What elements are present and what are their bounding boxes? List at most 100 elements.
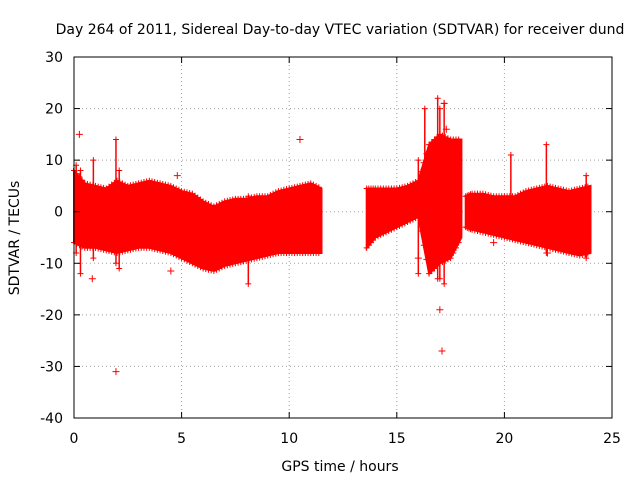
data-point-marker	[514, 191, 521, 198]
data-point-marker	[116, 265, 123, 272]
data-point-marker	[175, 186, 182, 193]
data-point-marker	[442, 257, 449, 264]
data-point-marker	[149, 178, 156, 185]
data-point-marker	[576, 185, 583, 192]
data-point-outlier	[296, 136, 304, 144]
x-tick-label: 25	[603, 431, 621, 447]
data-point-marker	[582, 184, 589, 191]
data-point-marker	[520, 239, 527, 246]
data-point-marker	[270, 251, 277, 258]
data-point-marker	[512, 193, 519, 200]
data-point-marker	[132, 180, 139, 187]
data-point-marker	[157, 247, 164, 254]
data-point-marker	[165, 249, 172, 256]
data-point-marker	[127, 246, 134, 253]
data-point-marker	[251, 193, 258, 200]
data-point-marker	[444, 256, 451, 263]
data-point-marker	[146, 177, 153, 184]
data-point-marker	[533, 185, 540, 192]
data-point-outlier	[442, 125, 450, 133]
data-point-marker	[415, 157, 422, 164]
data-point-marker	[173, 185, 180, 192]
data-point-marker	[444, 135, 451, 142]
data-point-marker	[245, 193, 252, 200]
data-point-marker	[100, 184, 107, 191]
data-point-outlier	[440, 99, 448, 107]
data-point-marker	[237, 258, 244, 265]
data-point-outlier	[112, 368, 120, 376]
data-point-marker	[256, 254, 263, 261]
data-point-marker	[275, 188, 282, 195]
data-point-marker	[181, 256, 188, 263]
data-point-marker	[525, 240, 532, 247]
data-point-marker	[159, 180, 166, 187]
data-point-marker	[218, 199, 225, 206]
data-point-marker	[380, 230, 387, 237]
data-point-marker	[557, 248, 564, 255]
x-tick-label: 5	[177, 431, 186, 447]
data-point-marker	[119, 180, 126, 187]
data-point-marker	[528, 186, 535, 193]
data-point-marker	[192, 261, 199, 268]
data-point-marker	[504, 235, 511, 242]
plot-area	[71, 95, 592, 376]
data-point-marker	[404, 219, 411, 226]
data-point-marker	[124, 247, 131, 254]
data-point-marker	[95, 245, 102, 252]
data-point-marker	[108, 248, 115, 255]
data-point-marker	[315, 184, 322, 191]
data-point-marker	[135, 180, 142, 187]
data-point-marker	[291, 184, 298, 191]
data-point-marker	[385, 228, 392, 235]
data-point-marker	[420, 242, 427, 249]
data-point-marker	[431, 136, 438, 143]
y-tick-label: 20	[45, 102, 63, 118]
data-point-outlier	[167, 267, 175, 275]
data-point-marker	[97, 184, 104, 191]
data-point-marker	[401, 220, 408, 227]
data-point-marker	[560, 248, 567, 255]
plot-frame	[73, 56, 613, 419]
y-tick-label: 10	[45, 153, 63, 169]
data-point-marker	[536, 242, 543, 249]
data-point-marker	[90, 255, 97, 262]
data-point-marker	[119, 248, 126, 255]
data-point-marker	[393, 224, 400, 231]
data-point-marker	[216, 200, 223, 207]
data-point-marker	[474, 228, 481, 235]
data-point-marker	[583, 255, 590, 262]
data-point-marker	[151, 246, 158, 253]
data-point-marker	[455, 136, 462, 143]
data-point-outlier	[414, 254, 422, 262]
data-point-marker	[149, 245, 156, 252]
data-point-outlier	[490, 239, 498, 247]
data-point-marker	[536, 184, 543, 191]
data-point-marker	[517, 238, 524, 245]
data-point-marker	[571, 251, 578, 258]
data-point-marker	[112, 260, 119, 267]
data-point-marker	[399, 184, 406, 191]
data-point-marker	[84, 180, 91, 187]
data-point-marker	[396, 184, 403, 191]
data-point-marker	[272, 189, 279, 196]
data-point-marker	[186, 258, 193, 265]
data-point-marker	[501, 234, 508, 241]
data-point-marker	[555, 247, 562, 254]
data-point-marker	[420, 159, 427, 166]
data-point-marker	[202, 266, 209, 273]
data-point-marker	[579, 251, 586, 258]
data-point-marker	[248, 256, 255, 263]
data-point-marker	[178, 188, 185, 195]
y-tick-label: -10	[40, 256, 63, 272]
data-point-marker	[77, 270, 84, 277]
data-band-segment	[365, 133, 463, 276]
data-point-marker	[507, 151, 514, 158]
data-point-marker	[122, 181, 129, 188]
data-point-marker	[154, 179, 161, 186]
data-point-marker	[560, 186, 567, 193]
data-point-marker	[498, 233, 505, 240]
y-tick-label: 30	[45, 50, 63, 66]
data-point-marker	[240, 258, 247, 265]
data-point-marker	[294, 183, 301, 190]
data-point-marker	[469, 226, 476, 233]
